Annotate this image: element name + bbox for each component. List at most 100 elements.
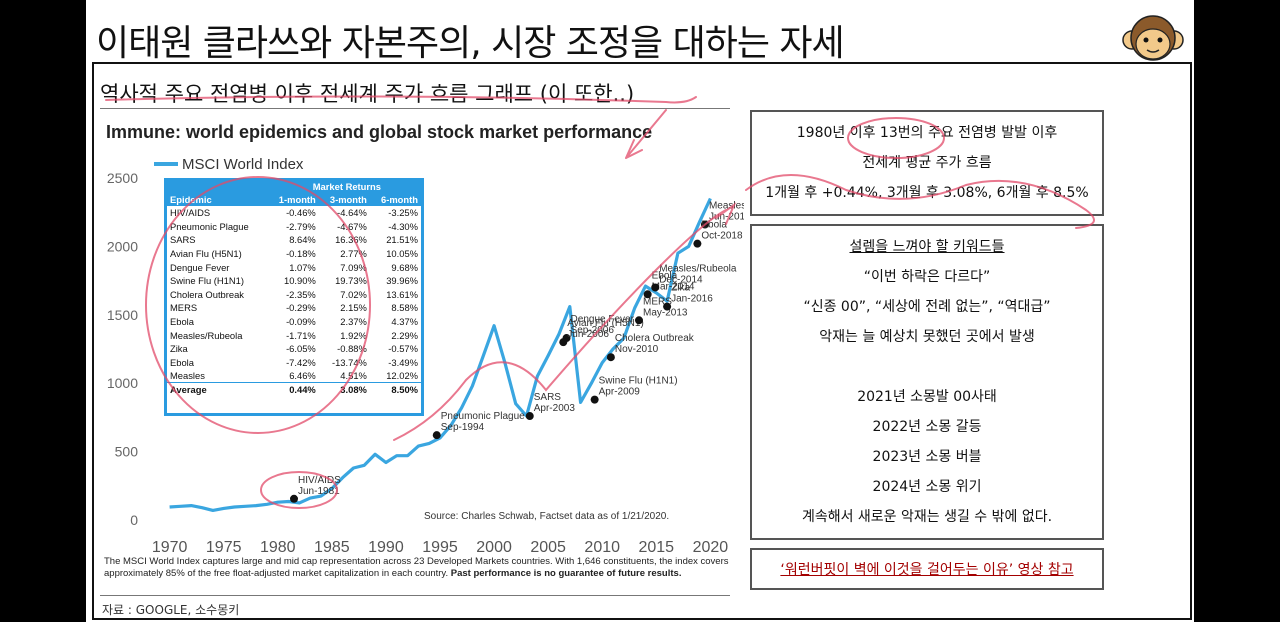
keyword-quote-1: “이번 하락은 다르다” <box>863 269 991 285</box>
table-cell: 10.05% <box>386 248 418 260</box>
event-label: Avian Flu (H5N1) <box>567 318 644 329</box>
table-row: SARS 8.64% 16.36% 21.51% <box>167 233 421 247</box>
table-row: Dengue Fever 1.07% 7.09% 9.68% <box>167 260 421 274</box>
event-marker <box>525 412 534 421</box>
event-marker <box>290 494 298 503</box>
event-label: Swine Flu (H1N1) <box>599 376 678 387</box>
event-marker <box>590 395 599 404</box>
table-cell: Pneumonic Plague <box>170 220 249 232</box>
page-title: 이태원 클라쓰와 자본주의, 시장 조정을 대하는 자세 <box>96 23 845 64</box>
table-cell: -7.42% <box>286 356 316 368</box>
year-line-2023: 2023년 소몽 버블 <box>872 449 982 465</box>
footnote-bold: Past performance is no guarantee of futu… <box>450 568 682 579</box>
table-cell: 7.09% <box>340 261 367 273</box>
table-cell: 12.02% <box>386 370 418 382</box>
table-row: Ebola -7.42% -13.74% -3.49% <box>167 356 421 370</box>
table-row: Average 0.44% 3.08% 8.50% <box>167 382 421 397</box>
chart-footnote: The MSCI World Index captures large and … <box>104 556 744 580</box>
table-cell: 4.51% <box>340 370 367 382</box>
event-marker <box>693 239 702 248</box>
table-cell: Ebola <box>170 316 194 328</box>
legend-label: MSCI World Index <box>182 156 304 173</box>
y-tick-label: 2500 <box>107 170 138 186</box>
table-cell: HIV/AIDS <box>170 207 211 219</box>
video-reference-link[interactable]: ‘워런버핏이 벽에 이것을 걸어두는 이유’ 영상 참고 <box>780 562 1074 578</box>
event-label: SARS <box>534 392 562 403</box>
year-line-2021: 2021년 소몽발 00사태 <box>857 389 997 405</box>
table-row: MERS -0.29% 2.15% 8.58% <box>167 301 421 315</box>
table-row: Zika -6.05% -0.88% -0.57% <box>167 342 421 356</box>
table-cell: 13.61% <box>386 288 418 300</box>
keyword-quote-2: “신종 00”, “세상에 전례 없는”, “역대급” <box>803 299 1051 315</box>
table-cell: 4.37% <box>391 316 418 328</box>
table-cell: SARS <box>170 234 196 246</box>
table-cell: Cholera Outbreak <box>170 288 244 300</box>
table-cell: -0.09% <box>286 316 316 328</box>
event-date: Jun-1981 <box>298 486 340 497</box>
table-cell: -13.74% <box>331 356 367 368</box>
table-cell: 2.15% <box>340 302 367 314</box>
table-header-row: Epidemic 1-month 3-month 6-month <box>167 193 421 206</box>
x-tick-label: 2005 <box>530 539 566 555</box>
table-cell: -0.18% <box>286 248 316 260</box>
table-cell: -2.35% <box>286 288 316 300</box>
summary-box: 1980년 이후 13번의 주요 전염병 발발 이후 전세계 평균 주가 흐름 … <box>750 110 1104 216</box>
chart-title: Immune: world epidemics and global stock… <box>106 122 653 142</box>
keywords-box: 설렘을 느껴야 할 키워드들 “이번 하락은 다르다” “신종 00”, “세상… <box>750 224 1104 540</box>
returns-table: Epidemic 1-month 3-month 6-month HIV/AIDS -0.… <box>167 193 421 397</box>
y-tick-label: 2000 <box>107 238 138 254</box>
table-cell: 0.44% <box>267 382 319 397</box>
table-cell: 8.58% <box>391 302 418 314</box>
x-tick-label: 1995 <box>422 539 458 555</box>
y-tick-label: 1500 <box>107 307 138 323</box>
year-line-2024: 2024년 소몽 위기 <box>872 479 982 495</box>
event-marker <box>643 290 652 299</box>
x-tick-label: 1980 <box>260 539 296 555</box>
table-cell: 8.50% <box>369 382 421 397</box>
event-date: Nov-2010 <box>615 344 659 355</box>
x-tick-label: 1990 <box>368 539 404 555</box>
content-frame <box>92 62 1192 620</box>
event-label: HIV/AIDS <box>298 475 341 486</box>
chart-legend: MSCI World Index <box>154 156 304 173</box>
keyword-quote-3: 악재는 늘 예상치 못했던 곳에서 발생 <box>819 329 1035 345</box>
table-cell: 39.96% <box>386 275 418 287</box>
table-cell: Avian Flu (H5N1) <box>170 248 242 260</box>
keywords-title: 설렘을 느껴야 할 키워드들 <box>849 239 1005 255</box>
table-cell: -1.71% <box>286 329 316 341</box>
summary-line-1: 1980년 이후 13번의 주요 전염병 발발 이후 <box>796 125 1058 141</box>
table-cell: -0.88% <box>337 343 367 355</box>
table-header-cell: 6-month <box>369 193 421 206</box>
x-tick-label: 2000 <box>476 539 512 555</box>
table-cell: 2.37% <box>340 316 367 328</box>
table-caption: Market Returns <box>167 181 421 193</box>
table-cell: Measles/Rubeola <box>170 329 243 341</box>
table-cell: -2.79% <box>286 220 316 232</box>
table-header-cell: Epidemic <box>167 193 268 206</box>
reference-box: ‘워런버핏이 벽에 이것을 걸어두는 이유’ 영상 참고 <box>750 548 1104 590</box>
table-cell: 1.92% <box>340 329 367 341</box>
event-label: Cholera Outbreak <box>615 333 695 344</box>
table-cell: -4.67% <box>337 220 367 232</box>
table-cell: 21.51% <box>386 234 418 246</box>
y-tick-label: 0 <box>130 512 138 528</box>
event-label: Measles/Rubeola <box>659 263 737 274</box>
table-row: Measles 6.46% 4.51% 12.02% <box>167 369 421 383</box>
table-cell: 7.02% <box>340 288 367 300</box>
table-row: Cholera Outbreak -2.35% 7.02% 13.61% <box>167 288 421 302</box>
table-header-cell: 1-month <box>267 193 319 206</box>
x-tick-label: 2020 <box>693 539 729 555</box>
monkey-mascot-icon <box>1122 15 1184 61</box>
table-cell: -4.30% <box>388 220 418 232</box>
table-cell: -3.49% <box>388 356 418 368</box>
event-date: Oct-2018 <box>701 231 743 242</box>
event-date: Apr-2009 <box>599 387 641 398</box>
summary-line-3: 1개월 후 +0.44%, 3개월 후 3.08%, 6개월 후 8.5% <box>765 185 1089 201</box>
event-marker <box>651 283 660 292</box>
divider <box>100 595 730 596</box>
slide-subtitle: 역사적 주요 전염병 이후 전세계 주가 흐름 그래프 (이 또한..) <box>100 82 635 106</box>
x-tick-label: 1975 <box>206 539 242 555</box>
event-marker <box>432 431 441 440</box>
conclusion-line: 계속해서 새로운 악재는 생길 수 밖에 없다. <box>801 509 1053 525</box>
event-date: Jan-2016 <box>671 294 713 305</box>
